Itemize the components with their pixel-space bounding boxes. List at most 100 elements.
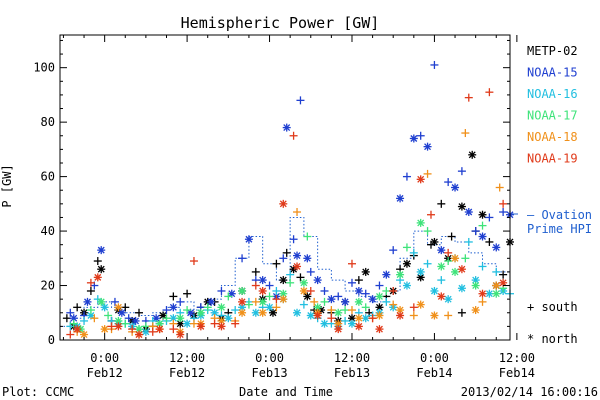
y-axis-label: P [GW] [0, 164, 14, 207]
legend-entry-noaa-19: NOAA-19 [527, 152, 578, 166]
metp-02-north-point [478, 210, 487, 219]
noaa-19-south-point [210, 319, 219, 328]
x-tick-time-label: 12:00 [334, 351, 370, 365]
noaa-16-north-point [444, 295, 453, 304]
metp-02-north-point [457, 202, 466, 211]
noaa-15-north-point [313, 276, 322, 285]
noaa-17-south-point [86, 306, 95, 315]
noaa-15-north-point [227, 289, 236, 298]
noaa-16-north-point [402, 281, 411, 290]
noaa-17-south-point [104, 311, 113, 320]
noaa-16-north-point [430, 286, 439, 295]
noaa-17-north-point [258, 297, 267, 306]
y-tick-label: 20 [41, 279, 55, 293]
noaa-19-south-point [464, 93, 473, 102]
noaa-17-south-point [286, 278, 295, 287]
legend-entry-noaa-15: NOAA-15 [527, 66, 578, 80]
noaa-19-north-point [217, 322, 226, 331]
footer-timestamp: 2013/02/14 16:00:16 [461, 385, 598, 399]
noaa-17-south-point [303, 232, 312, 241]
noaa-16-south-point [231, 306, 240, 315]
noaa-18-south-point [251, 297, 260, 306]
noaa-19-south-point [327, 314, 336, 323]
noaa-15-south-point [265, 281, 274, 290]
noaa-19-north-point [114, 322, 123, 331]
y-tick-label: 80 [41, 115, 55, 129]
noaa-19-south-point [128, 325, 137, 334]
noaa-17-south-point [402, 243, 411, 252]
noaa-18-south-point [444, 311, 453, 320]
noaa-19-south-point [66, 330, 75, 339]
noaa-18-north-point [238, 308, 247, 317]
legend-entry-noaa-17: NOAA-17 [527, 109, 578, 123]
noaa-18-south-point [389, 300, 398, 309]
noaa-17-north-point [354, 297, 363, 306]
noaa-16-south-point [409, 248, 418, 257]
noaa-18-south-point [347, 306, 356, 315]
metp-02-north-point [176, 319, 185, 328]
noaa-15-north-point [303, 254, 312, 263]
noaa-16-south-point [382, 297, 391, 306]
noaa-15-north-point [382, 270, 391, 279]
noaa-15-south-point [457, 167, 466, 176]
metp-02-south-point [296, 273, 305, 282]
ovation-hpi-line [60, 216, 510, 327]
noaa-15-south-point [279, 254, 288, 263]
noaa-15-north-point [282, 123, 291, 132]
noaa-18-south-point [327, 306, 336, 315]
noaa-16-north-point [224, 314, 233, 323]
metp-02-north-point [430, 237, 439, 246]
noaa-17-north-point [492, 289, 501, 298]
noaa-17-north-point [471, 281, 480, 290]
noaa-16-south-point [437, 276, 446, 285]
noaa-18-north-point [114, 303, 123, 312]
noaa-15-north-point [451, 183, 460, 192]
noaa-18-north-point [299, 286, 308, 295]
legend-marker-north: * north [527, 332, 578, 346]
legend-entry-metp-02: METP-02 [527, 44, 578, 58]
noaa-18-north-point [471, 306, 480, 315]
noaa-15-south-point [485, 213, 494, 222]
noaa-15-south-point [444, 178, 453, 187]
noaa-15-south-point [471, 227, 480, 236]
noaa-15-north-point [437, 246, 446, 255]
noaa-19-south-point [107, 322, 116, 331]
metp-02-south-point [93, 257, 102, 266]
noaa-16-south-point [341, 316, 350, 325]
y-tick-label: 100 [33, 61, 55, 75]
noaa-15-south-point [347, 278, 356, 287]
noaa-18-south-point [423, 169, 432, 178]
noaa-16-south-point [299, 300, 308, 309]
noaa-19-north-point [258, 286, 267, 295]
noaa-17-north-point [114, 316, 123, 325]
metp-02-south-point [485, 237, 494, 246]
noaa-17-south-point [162, 314, 171, 323]
noaa-17-north-point [396, 270, 405, 279]
noaa-16-north-point [265, 303, 274, 312]
noaa-17-south-point [224, 292, 233, 301]
footer-plot-credit: Plot: CCMC [2, 385, 74, 399]
metp-02-north-point [416, 273, 425, 282]
x-tick-date-label: Feb14 [499, 366, 535, 380]
noaa-15-north-point [169, 303, 178, 312]
noaa-16-north-point [183, 319, 192, 328]
noaa-17-south-point [341, 306, 350, 315]
noaa-15-north-point [354, 286, 363, 295]
noaa-16-north-point [457, 284, 466, 293]
x-tick-time-label: 0:00 [255, 351, 284, 365]
noaa-19-north-point [238, 297, 247, 306]
noaa-16-north-point [293, 308, 302, 317]
metp-02-south-point [282, 248, 291, 257]
noaa-19-north-point [176, 330, 185, 339]
metp-02-north-point [375, 303, 384, 312]
metp-02-north-point [361, 267, 370, 276]
noaa-19-north-point [416, 175, 425, 184]
legend-ovation-line1: — Ovation [527, 208, 592, 222]
noaa-17-north-point [313, 303, 322, 312]
noaa-19-north-point [73, 325, 82, 334]
legend-marker-south: + south [527, 300, 578, 314]
noaa-18-north-point [416, 300, 425, 309]
metp-02-south-point [457, 308, 466, 317]
metp-02-north-point [303, 292, 312, 301]
metp-02-north-point [468, 150, 477, 159]
